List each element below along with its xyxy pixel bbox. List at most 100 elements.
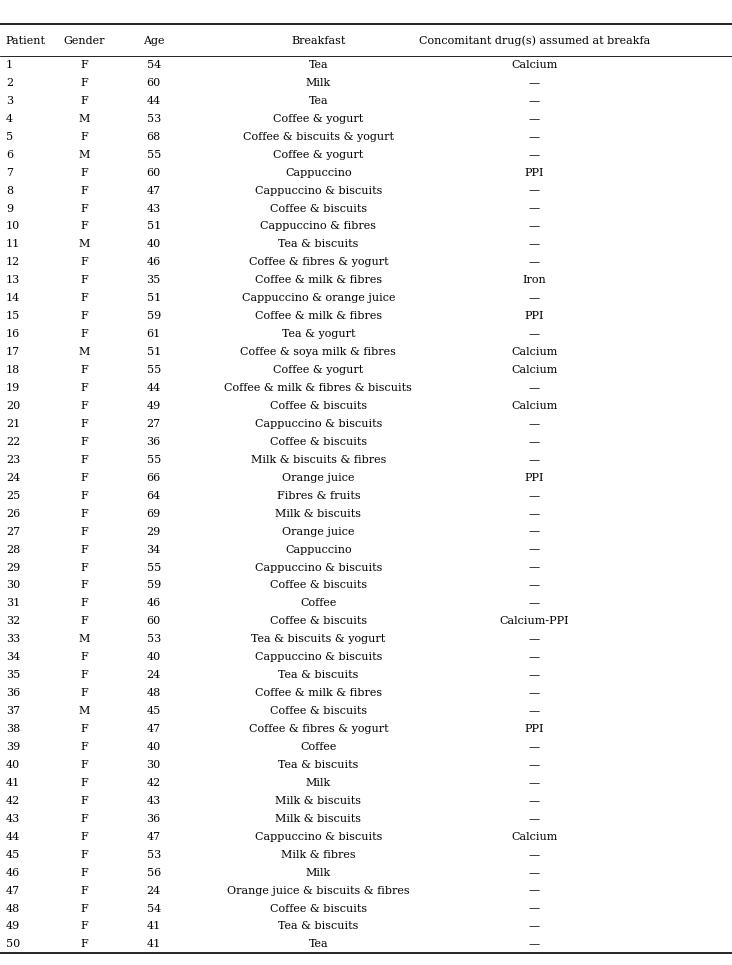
Text: 38: 38 — [6, 724, 20, 734]
Text: F: F — [81, 563, 88, 572]
Text: 59: 59 — [146, 312, 161, 321]
Text: Milk & fibres: Milk & fibres — [281, 850, 356, 860]
Text: 54: 54 — [146, 903, 161, 914]
Text: Milk & biscuits & fibres: Milk & biscuits & fibres — [251, 455, 386, 465]
Text: 43: 43 — [146, 796, 161, 806]
Text: Coffee & biscuits: Coffee & biscuits — [270, 706, 367, 716]
Text: 46: 46 — [146, 258, 161, 267]
Text: F: F — [81, 78, 88, 88]
Text: 29: 29 — [6, 563, 20, 572]
Text: —: — — [529, 509, 540, 518]
Text: 9: 9 — [6, 204, 13, 213]
Text: Milk & biscuits: Milk & biscuits — [275, 796, 362, 806]
Text: Coffee & yogurt: Coffee & yogurt — [273, 114, 364, 124]
Text: 53: 53 — [146, 114, 161, 124]
Text: 24: 24 — [146, 886, 161, 896]
Text: M: M — [78, 114, 90, 124]
Text: 25: 25 — [6, 491, 20, 501]
Text: Coffee & milk & fibres: Coffee & milk & fibres — [255, 688, 382, 698]
Text: 60: 60 — [146, 168, 161, 178]
Text: 46: 46 — [6, 868, 20, 877]
Text: F: F — [81, 185, 88, 196]
Text: Orange juice: Orange juice — [282, 527, 355, 537]
Text: —: — — [529, 903, 540, 914]
Text: Coffee & biscuits & yogurt: Coffee & biscuits & yogurt — [243, 132, 394, 142]
Text: Coffee & biscuits: Coffee & biscuits — [270, 437, 367, 447]
Text: 61: 61 — [146, 329, 161, 339]
Text: F: F — [81, 204, 88, 213]
Text: Coffee & milk & fibres: Coffee & milk & fibres — [255, 275, 382, 286]
Text: 3: 3 — [6, 96, 13, 106]
Text: 30: 30 — [146, 760, 161, 770]
Text: 41: 41 — [146, 922, 161, 931]
Text: —: — — [529, 329, 540, 339]
Text: F: F — [81, 652, 88, 662]
Text: Tea & biscuits: Tea & biscuits — [278, 671, 359, 680]
Text: —: — — [529, 527, 540, 537]
Text: 27: 27 — [146, 419, 161, 428]
Text: 53: 53 — [146, 634, 161, 645]
Text: 68: 68 — [146, 132, 161, 142]
Text: 4: 4 — [6, 114, 13, 124]
Text: —: — — [529, 796, 540, 806]
Text: Coffee: Coffee — [300, 598, 337, 608]
Text: F: F — [81, 258, 88, 267]
Text: F: F — [81, 940, 88, 950]
Text: —: — — [529, 813, 540, 824]
Text: —: — — [529, 850, 540, 860]
Text: 28: 28 — [6, 544, 20, 555]
Text: —: — — [529, 886, 540, 896]
Text: 15: 15 — [6, 312, 20, 321]
Text: 47: 47 — [6, 886, 20, 896]
Text: Milk & biscuits: Milk & biscuits — [275, 509, 362, 518]
Text: F: F — [81, 329, 88, 339]
Text: M: M — [78, 239, 90, 249]
Text: 47: 47 — [146, 832, 161, 841]
Text: 41: 41 — [146, 940, 161, 950]
Text: 13: 13 — [6, 275, 20, 286]
Text: 40: 40 — [146, 652, 161, 662]
Text: 51: 51 — [146, 293, 161, 303]
Text: Orange juice & biscuits & fibres: Orange juice & biscuits & fibres — [227, 886, 410, 896]
Text: 55: 55 — [146, 365, 161, 375]
Text: M: M — [78, 150, 90, 159]
Text: Fibres & fruits: Fibres & fruits — [277, 491, 360, 501]
Text: 43: 43 — [6, 813, 20, 824]
Text: PPI: PPI — [525, 473, 544, 482]
Text: Tea & biscuits: Tea & biscuits — [278, 239, 359, 249]
Text: 55: 55 — [146, 150, 161, 159]
Text: —: — — [529, 491, 540, 501]
Text: Tea: Tea — [309, 940, 328, 950]
Text: 5: 5 — [6, 132, 13, 142]
Text: 12: 12 — [6, 258, 20, 267]
Text: 42: 42 — [146, 778, 161, 787]
Text: F: F — [81, 401, 88, 411]
Text: 17: 17 — [6, 347, 20, 357]
Text: Coffee & milk & fibres: Coffee & milk & fibres — [255, 312, 382, 321]
Text: Milk & biscuits: Milk & biscuits — [275, 813, 362, 824]
Text: 35: 35 — [6, 671, 20, 680]
Text: —: — — [529, 383, 540, 393]
Text: 36: 36 — [6, 688, 20, 698]
Text: 34: 34 — [146, 544, 161, 555]
Text: Coffee & soya milk & fibres: Coffee & soya milk & fibres — [241, 347, 396, 357]
Text: Cappuccino: Cappuccino — [285, 544, 352, 555]
Text: 49: 49 — [6, 922, 20, 931]
Text: Tea & biscuits: Tea & biscuits — [278, 922, 359, 931]
Text: 36: 36 — [146, 437, 161, 447]
Text: Coffee & biscuits: Coffee & biscuits — [270, 401, 367, 411]
Text: 6: 6 — [6, 150, 13, 159]
Text: F: F — [81, 544, 88, 555]
Text: 51: 51 — [146, 222, 161, 232]
Text: —: — — [529, 185, 540, 196]
Text: 37: 37 — [6, 706, 20, 716]
Text: Coffee: Coffee — [300, 742, 337, 752]
Text: M: M — [78, 706, 90, 716]
Text: F: F — [81, 168, 88, 178]
Text: —: — — [529, 455, 540, 465]
Text: Coffee & biscuits: Coffee & biscuits — [270, 903, 367, 914]
Text: 53: 53 — [146, 850, 161, 860]
Text: —: — — [529, 78, 540, 88]
Text: Calcium: Calcium — [511, 365, 558, 375]
Text: PPI: PPI — [525, 168, 544, 178]
